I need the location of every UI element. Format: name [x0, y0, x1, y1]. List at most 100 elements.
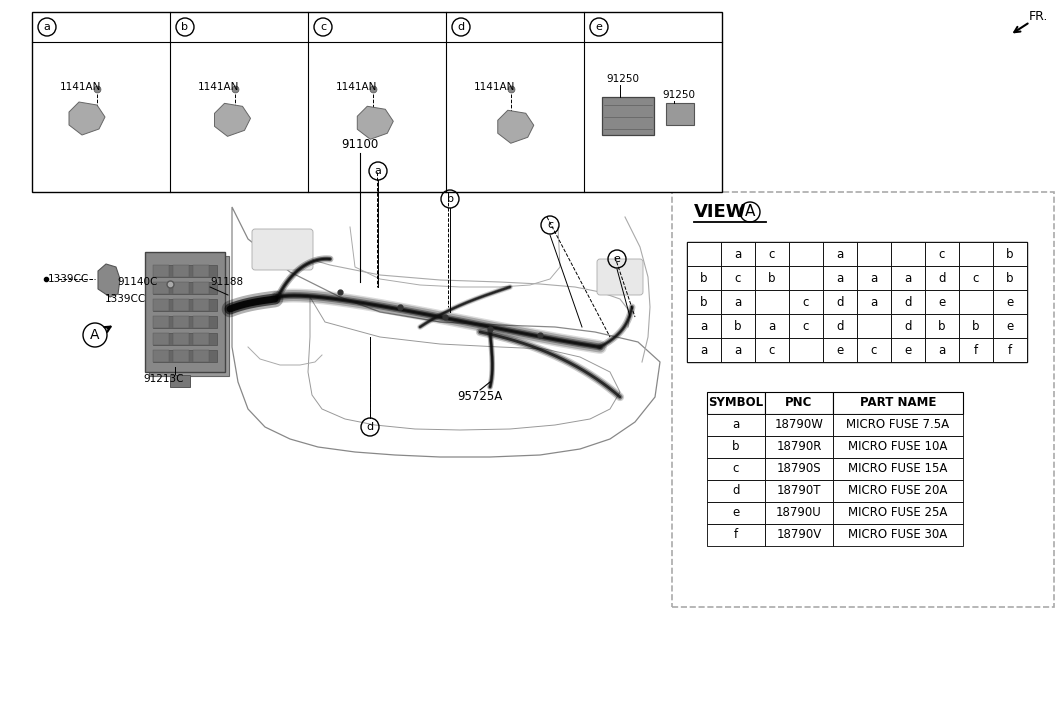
- FancyBboxPatch shape: [857, 338, 891, 362]
- FancyBboxPatch shape: [833, 524, 963, 546]
- Text: MICRO FUSE 25A: MICRO FUSE 25A: [848, 507, 948, 520]
- FancyBboxPatch shape: [857, 242, 891, 266]
- FancyBboxPatch shape: [721, 338, 755, 362]
- FancyBboxPatch shape: [789, 314, 823, 338]
- FancyBboxPatch shape: [193, 333, 209, 345]
- Text: 1141AN: 1141AN: [474, 82, 516, 92]
- FancyBboxPatch shape: [959, 266, 993, 290]
- FancyBboxPatch shape: [959, 338, 993, 362]
- FancyBboxPatch shape: [252, 229, 313, 270]
- FancyBboxPatch shape: [32, 12, 722, 192]
- FancyBboxPatch shape: [959, 242, 993, 266]
- FancyBboxPatch shape: [687, 314, 721, 338]
- Text: a: a: [735, 343, 742, 356]
- FancyBboxPatch shape: [170, 375, 190, 387]
- Text: 91188: 91188: [210, 277, 243, 287]
- FancyBboxPatch shape: [959, 314, 993, 338]
- Text: d: d: [939, 271, 946, 284]
- Text: MICRO FUSE 7.5A: MICRO FUSE 7.5A: [846, 419, 949, 432]
- FancyBboxPatch shape: [789, 338, 823, 362]
- Text: PNC: PNC: [786, 396, 813, 409]
- Text: c: c: [547, 220, 553, 230]
- Text: MICRO FUSE 10A: MICRO FUSE 10A: [848, 441, 948, 454]
- Text: 1339CC: 1339CC: [48, 274, 89, 284]
- Text: a: a: [735, 295, 742, 308]
- Text: MICRO FUSE 30A: MICRO FUSE 30A: [848, 529, 947, 542]
- FancyBboxPatch shape: [721, 314, 755, 338]
- Text: d: d: [905, 319, 912, 332]
- Text: 1141AN: 1141AN: [60, 82, 101, 92]
- FancyBboxPatch shape: [765, 502, 833, 524]
- FancyBboxPatch shape: [153, 265, 169, 277]
- Text: b: b: [973, 319, 980, 332]
- FancyBboxPatch shape: [153, 316, 217, 328]
- Text: c: c: [871, 343, 877, 356]
- FancyBboxPatch shape: [925, 266, 959, 290]
- Text: a: a: [701, 343, 708, 356]
- FancyBboxPatch shape: [925, 290, 959, 314]
- FancyBboxPatch shape: [823, 266, 857, 290]
- Text: b: b: [939, 319, 946, 332]
- FancyBboxPatch shape: [891, 314, 925, 338]
- FancyBboxPatch shape: [823, 242, 857, 266]
- FancyBboxPatch shape: [765, 524, 833, 546]
- Text: c: c: [320, 22, 326, 32]
- Text: d: d: [732, 484, 740, 497]
- Text: a: a: [871, 295, 878, 308]
- FancyBboxPatch shape: [687, 266, 721, 290]
- FancyBboxPatch shape: [765, 414, 833, 436]
- Polygon shape: [357, 106, 393, 140]
- Text: b: b: [701, 271, 708, 284]
- FancyBboxPatch shape: [153, 299, 217, 311]
- FancyBboxPatch shape: [707, 436, 765, 458]
- Text: b: b: [446, 194, 454, 204]
- FancyBboxPatch shape: [891, 290, 925, 314]
- FancyBboxPatch shape: [925, 314, 959, 338]
- FancyBboxPatch shape: [755, 314, 789, 338]
- FancyBboxPatch shape: [755, 290, 789, 314]
- Text: b: b: [735, 319, 742, 332]
- FancyBboxPatch shape: [153, 350, 217, 362]
- Text: c: c: [769, 247, 775, 260]
- Text: c: c: [732, 462, 739, 475]
- FancyBboxPatch shape: [891, 266, 925, 290]
- Text: c: c: [803, 319, 809, 332]
- FancyBboxPatch shape: [833, 502, 963, 524]
- Polygon shape: [497, 111, 534, 143]
- FancyBboxPatch shape: [857, 290, 891, 314]
- FancyBboxPatch shape: [891, 242, 925, 266]
- FancyBboxPatch shape: [765, 480, 833, 502]
- Text: 91140C: 91140C: [117, 277, 157, 287]
- Text: e: e: [732, 507, 740, 520]
- Text: b: b: [701, 295, 708, 308]
- FancyBboxPatch shape: [707, 524, 765, 546]
- FancyBboxPatch shape: [755, 338, 789, 362]
- FancyBboxPatch shape: [153, 350, 169, 362]
- Text: a: a: [871, 271, 878, 284]
- FancyBboxPatch shape: [145, 252, 225, 372]
- Text: 1141AN: 1141AN: [198, 82, 239, 92]
- FancyBboxPatch shape: [765, 436, 833, 458]
- Text: 1141AN: 1141AN: [336, 82, 377, 92]
- FancyBboxPatch shape: [721, 266, 755, 290]
- FancyBboxPatch shape: [823, 338, 857, 362]
- FancyBboxPatch shape: [193, 299, 209, 311]
- FancyBboxPatch shape: [173, 299, 189, 311]
- FancyBboxPatch shape: [789, 242, 823, 266]
- Text: a: a: [732, 419, 740, 432]
- FancyBboxPatch shape: [993, 338, 1027, 362]
- Text: a: a: [701, 319, 708, 332]
- Text: e: e: [837, 343, 844, 356]
- Text: a: a: [374, 166, 382, 176]
- FancyBboxPatch shape: [765, 458, 833, 480]
- FancyBboxPatch shape: [707, 392, 765, 414]
- Text: VIEW: VIEW: [694, 203, 746, 221]
- FancyBboxPatch shape: [833, 414, 963, 436]
- FancyBboxPatch shape: [755, 266, 789, 290]
- Text: 18790T: 18790T: [777, 484, 822, 497]
- Text: c: c: [735, 271, 741, 284]
- FancyBboxPatch shape: [959, 290, 993, 314]
- Polygon shape: [98, 264, 120, 297]
- FancyBboxPatch shape: [153, 333, 217, 345]
- FancyBboxPatch shape: [153, 265, 217, 277]
